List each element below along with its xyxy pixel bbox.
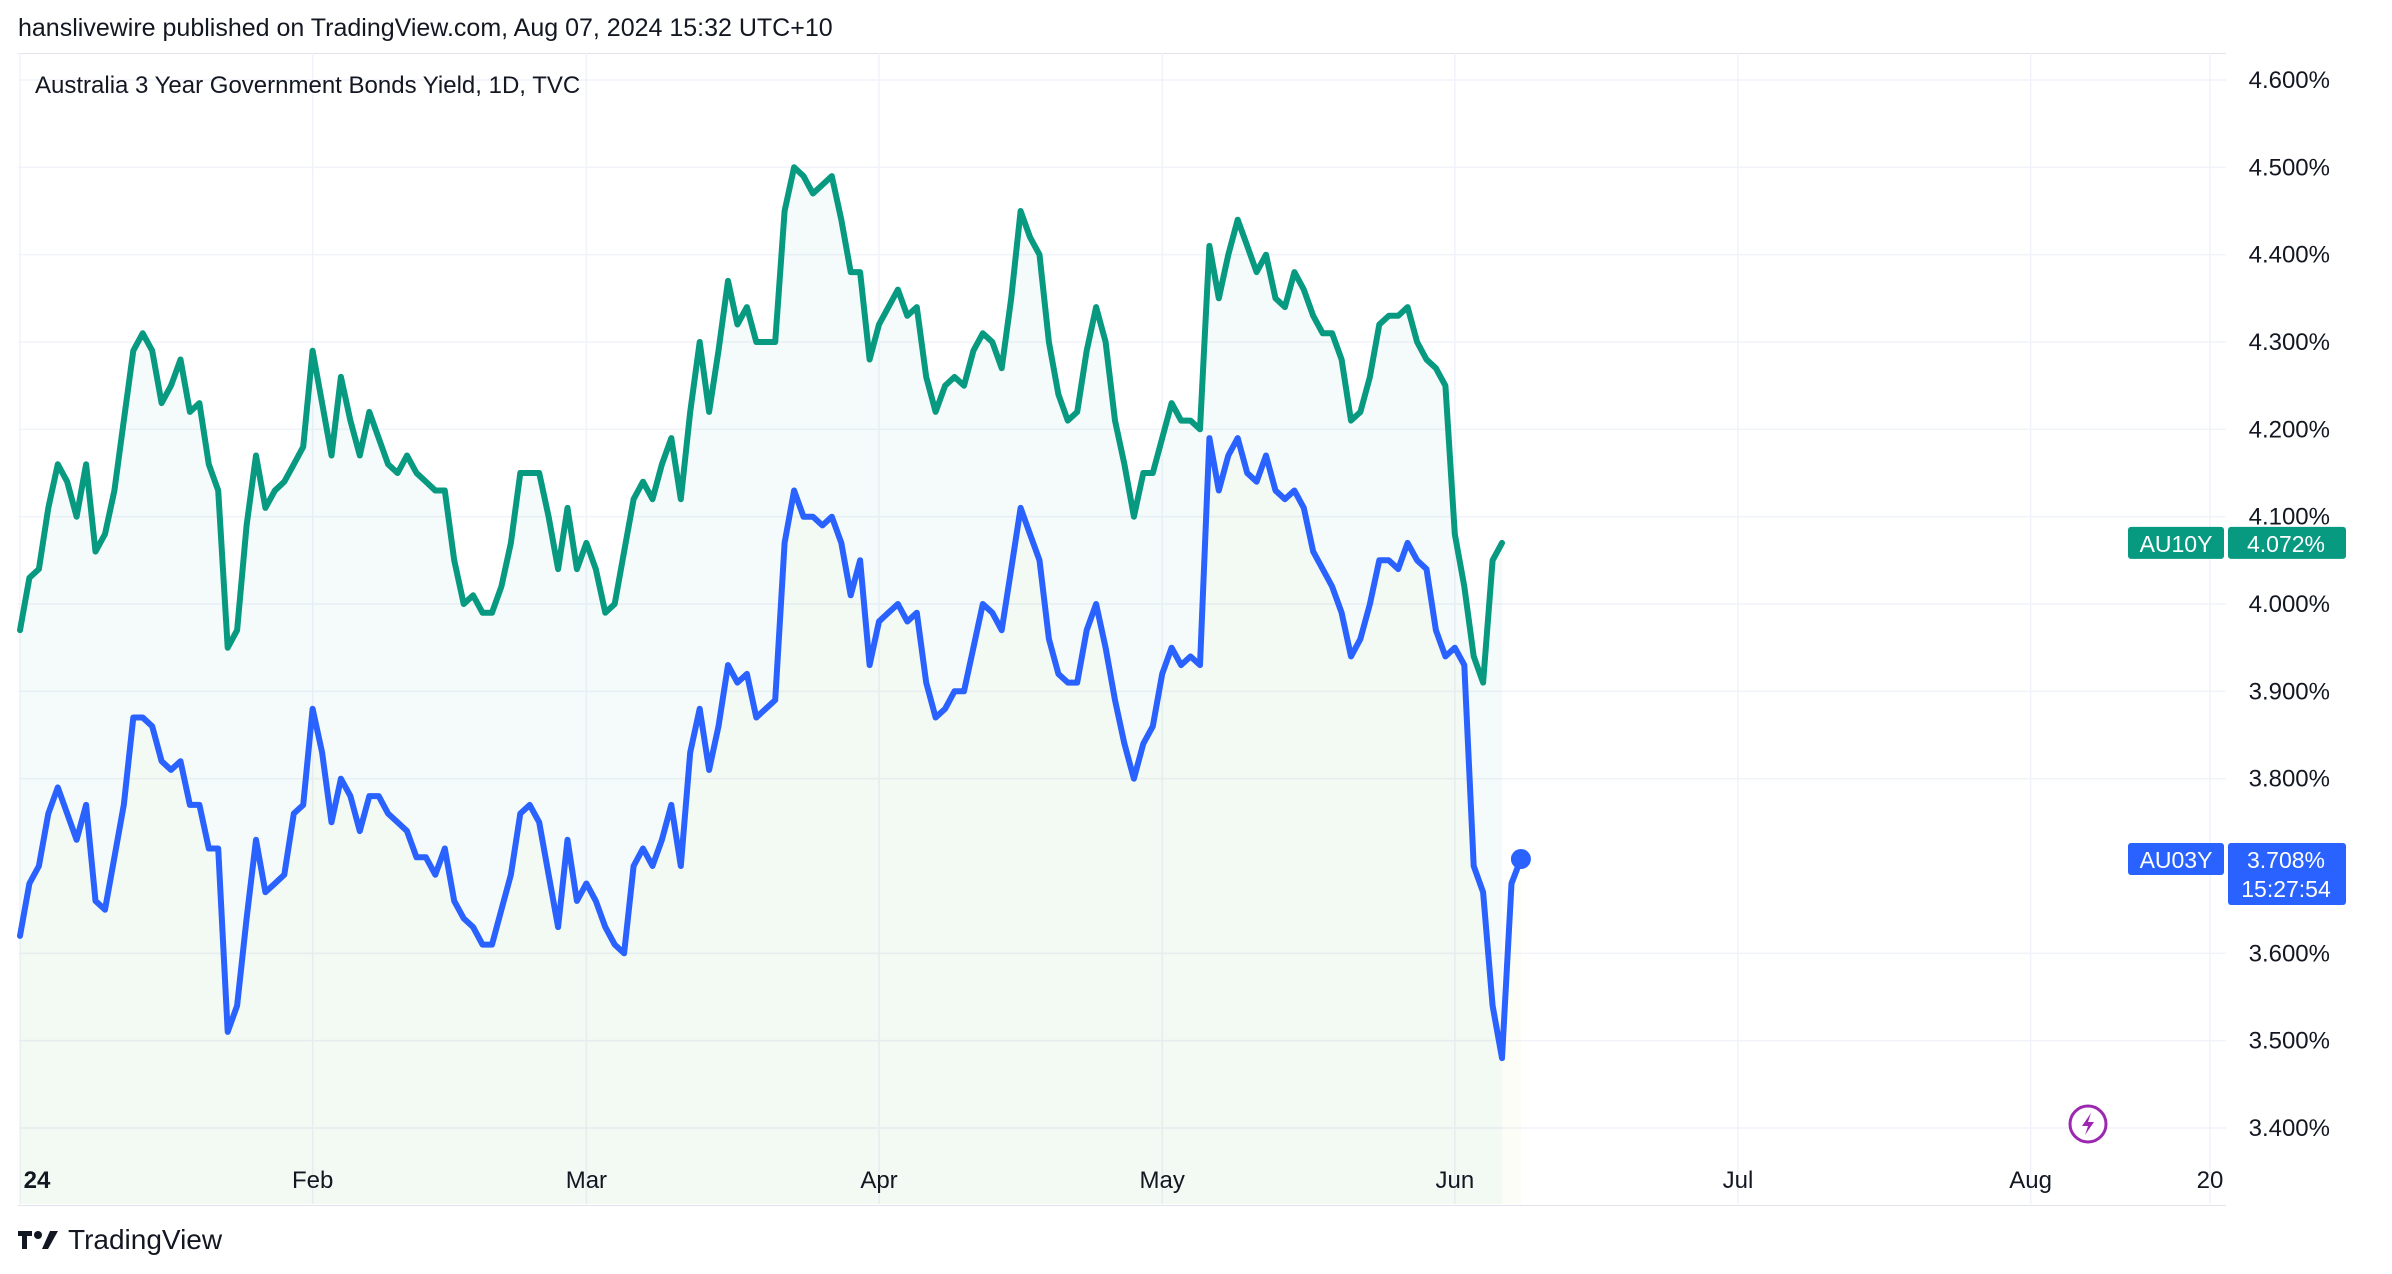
- x-tick-label: May: [1140, 1167, 1185, 1194]
- y-tick-label: 3.400%: [2249, 1115, 2330, 1142]
- y-tick-label: 4.500%: [2249, 154, 2330, 181]
- y-tick-label: 3.600%: [2249, 940, 2330, 967]
- chart-title: Australia 3 Year Government Bonds Yield,…: [35, 72, 581, 99]
- badge-series-name: AU10Y: [2140, 531, 2213, 557]
- x-tick-label: Aug: [2009, 1167, 2052, 1194]
- y-tick-label: 3.500%: [2249, 1028, 2330, 1055]
- last-point-marker: [1510, 849, 1531, 870]
- series-area-au10y: [20, 167, 1502, 1204]
- y-tick-label: 4.200%: [2249, 416, 2330, 443]
- badge-series-name: AU03Y: [2140, 847, 2213, 873]
- x-tick-label: 24: [24, 1167, 51, 1194]
- y-axis: 4.600% 4.500% 4.400% 4.300% 4.200% 4.100% 4.00…: [2249, 67, 2330, 1142]
- x-tick-label: Feb: [292, 1167, 333, 1194]
- x-tick-label: 20: [2197, 1167, 2224, 1194]
- y-tick-label: 4.400%: [2249, 242, 2330, 269]
- publish-info: hanslivewire published on TradingView.co…: [18, 14, 833, 42]
- series-lines: [17, 164, 1531, 1062]
- x-tick-label: Mar: [566, 1167, 607, 1194]
- chart-frame: [18, 53, 2226, 1206]
- series-line-au10y: [17, 164, 1505, 686]
- y-tick-label: 4.100%: [2249, 504, 2330, 531]
- price-badges: AU10Y 4.072% AU03Y 3.708% 15:27:54: [2128, 526, 2346, 906]
- footer-brand: TradingView: [68, 1224, 223, 1255]
- x-tick-label: Apr: [860, 1167, 897, 1194]
- y-tick-label: 4.600%: [2249, 67, 2330, 94]
- series-area-au03y: [20, 438, 1521, 1205]
- badge-countdown: 15:27:54: [2241, 876, 2331, 902]
- y-tick-label: 4.300%: [2249, 329, 2330, 356]
- x-tick-label: Jul: [1723, 1167, 1754, 1194]
- badge-au10y: AU10Y 4.072%: [2128, 526, 2346, 559]
- badge-last-value: 3.708%: [2247, 847, 2325, 873]
- badge-last-value: 4.072%: [2247, 531, 2325, 557]
- series-line-au03y: [17, 435, 1524, 1062]
- y-tick-label: 4.000%: [2249, 591, 2330, 618]
- grid: [18, 53, 2226, 1204]
- area-fills: [20, 167, 1521, 1205]
- badge-au03y: AU03Y 3.708% 15:27:54: [2128, 843, 2346, 906]
- tradingview-logo-icon: [18, 1231, 58, 1249]
- x-axis: 24 Feb Mar Apr May Jun Jul Aug 20: [24, 1167, 2224, 1194]
- flash-event-icon[interactable]: [2068, 1104, 2108, 1144]
- footer: TradingView: [18, 1224, 222, 1256]
- x-tick-label: Jun: [1435, 1167, 1474, 1194]
- y-tick-label: 3.800%: [2249, 766, 2330, 793]
- y-tick-label: 3.900%: [2249, 678, 2330, 705]
